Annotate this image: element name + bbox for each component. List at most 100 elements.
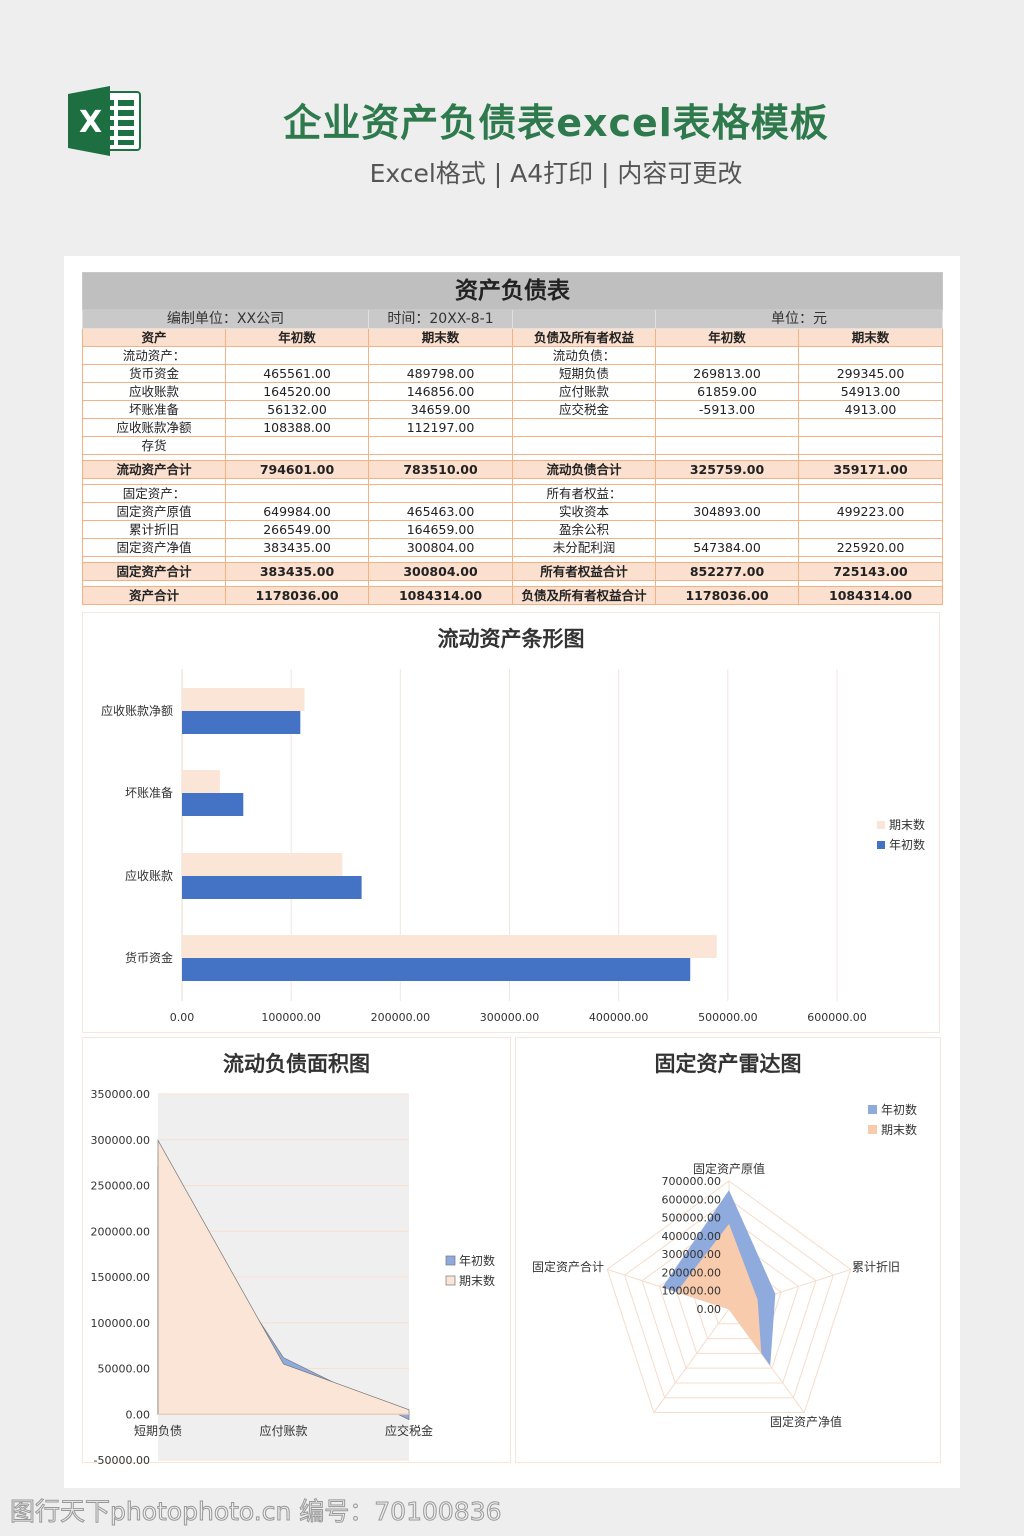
value-cell[interactable]: 299345.00 <box>797 364 944 383</box>
total-row: 流动资产合计 794601.00 783510.00 流动负债合计 325759.00 3… <box>82 460 944 479</box>
company-label: 编制单位：XX公司 <box>82 309 369 329</box>
table-row: 应收账款 164520.00 146856.00 应付账款 61859.00 54913.… <box>82 382 944 401</box>
row-label[interactable]: 负债及所有者权益合计 <box>512 586 656 605</box>
table-row: 累计折旧 266549.00 164659.00 盈余公积 <box>82 520 944 539</box>
value-cell[interactable]: 164520.00 <box>225 382 369 401</box>
bar-end <box>182 770 220 793</box>
value-cell[interactable] <box>797 346 944 365</box>
value-cell[interactable]: 465463.00 <box>368 502 513 521</box>
row-label[interactable]: 流动资产合计 <box>82 460 226 479</box>
value-cell[interactable] <box>225 436 369 455</box>
value-cell[interactable]: 56132.00 <box>225 400 369 419</box>
value-cell[interactable]: 266549.00 <box>225 520 369 539</box>
row-label[interactable]: 固定资产净值 <box>82 538 226 557</box>
row-label[interactable]: 坏账准备 <box>82 400 226 419</box>
value-cell[interactable] <box>368 484 513 503</box>
row-label[interactable] <box>512 436 656 455</box>
value-cell[interactable] <box>655 520 799 539</box>
value-cell[interactable]: 465561.00 <box>225 364 369 383</box>
value-cell[interactable]: 54913.00 <box>797 382 944 401</box>
row-label[interactable]: 固定资产合计 <box>82 562 226 581</box>
value-cell[interactable] <box>797 436 944 455</box>
value-cell[interactable] <box>655 484 799 503</box>
value-cell[interactable]: 1178036.00 <box>225 586 369 605</box>
value-cell[interactable]: 725143.00 <box>797 562 944 581</box>
row-label[interactable]: 流动负债： <box>512 346 656 365</box>
row-label[interactable]: 流动负债合计 <box>512 460 656 479</box>
axis-label: 累计折旧 <box>852 1259 900 1274</box>
row-label[interactable]: 固定资产原值 <box>82 502 226 521</box>
value-cell[interactable] <box>368 346 513 365</box>
value-cell[interactable]: 547384.00 <box>655 538 799 557</box>
value-cell[interactable]: 164659.00 <box>368 520 513 539</box>
legend-label: 年初数 <box>889 837 925 852</box>
table-row: 货币资金 465561.00 489798.00 短期负债 269813.00 29934… <box>82 364 944 383</box>
radar-chart-panel: 固定资产雷达图 0.00 100000.00 200000.00 300000.00 4… <box>515 1037 941 1463</box>
row-label[interactable]: 货币资金 <box>82 364 226 383</box>
value-cell[interactable] <box>655 346 799 365</box>
value-cell[interactable]: 300804.00 <box>368 562 513 581</box>
value-cell[interactable]: 383435.00 <box>225 538 369 557</box>
radar-spoke <box>653 1308 730 1413</box>
row-label[interactable]: 应交税金 <box>512 400 656 419</box>
y-tick-label: 100000.00 <box>91 1317 151 1330</box>
row-label[interactable]: 固定资产： <box>82 484 226 503</box>
value-cell[interactable] <box>225 346 369 365</box>
row-label[interactable]: 应收账款净额 <box>82 418 226 437</box>
value-cell[interactable]: 146856.00 <box>368 382 513 401</box>
value-cell[interactable]: 108388.00 <box>225 418 369 437</box>
value-cell[interactable]: 300804.00 <box>368 538 513 557</box>
value-cell[interactable]: 359171.00 <box>797 460 944 479</box>
value-cell[interactable]: 783510.00 <box>368 460 513 479</box>
value-cell[interactable]: 225920.00 <box>797 538 944 557</box>
value-cell[interactable]: 112197.00 <box>368 418 513 437</box>
row-label[interactable]: 资产合计 <box>82 586 226 605</box>
table-row: 应收账款净额 108388.00 112197.00 <box>82 418 944 437</box>
value-cell[interactable]: 1084314.00 <box>797 586 944 605</box>
row-label[interactable]: 应付账款 <box>512 382 656 401</box>
category-label: 应收账款净额 <box>101 703 173 718</box>
bar-begin <box>182 711 301 734</box>
sheet-title: 资产负债表 <box>81 272 944 310</box>
value-cell[interactable]: 34659.00 <box>368 400 513 419</box>
value-cell[interactable] <box>655 418 799 437</box>
value-cell[interactable]: 383435.00 <box>225 562 369 581</box>
x-tick-label: 600000.00 <box>807 1011 867 1024</box>
value-cell[interactable]: 1178036.00 <box>655 586 799 605</box>
value-cell[interactable]: 325759.00 <box>655 460 799 479</box>
value-cell[interactable]: 649984.00 <box>225 502 369 521</box>
bar-end <box>182 688 305 711</box>
row-label[interactable]: 累计折旧 <box>82 520 226 539</box>
row-label[interactable]: 应收账款 <box>82 382 226 401</box>
value-cell[interactable]: 304893.00 <box>655 502 799 521</box>
value-cell[interactable]: -5913.00 <box>655 400 799 419</box>
row-label[interactable]: 实收资本 <box>512 502 656 521</box>
row-label[interactable] <box>512 418 656 437</box>
column-header: 年初数 <box>655 328 799 347</box>
row-label[interactable]: 流动资产： <box>82 346 226 365</box>
row-label[interactable]: 盈余公积 <box>512 520 656 539</box>
row-label[interactable]: 所有者权益： <box>512 484 656 503</box>
value-cell[interactable] <box>797 418 944 437</box>
value-cell[interactable] <box>368 436 513 455</box>
row-label[interactable]: 短期负债 <box>512 364 656 383</box>
y-tick-label: 150000.00 <box>91 1271 151 1284</box>
y-tick-label: 50000.00 <box>98 1363 151 1376</box>
row-label[interactable]: 存货 <box>82 436 226 455</box>
value-cell[interactable]: 852277.00 <box>655 562 799 581</box>
row-label[interactable]: 未分配利润 <box>512 538 656 557</box>
value-cell[interactable]: 489798.00 <box>368 364 513 383</box>
value-cell[interactable]: 1084314.00 <box>368 586 513 605</box>
axis-label: 固定资产原值 <box>693 1161 765 1176</box>
value-cell[interactable]: 794601.00 <box>225 460 369 479</box>
radial-tick-label: 200000.00 <box>662 1266 722 1279</box>
value-cell[interactable] <box>225 484 369 503</box>
value-cell[interactable]: 499223.00 <box>797 502 944 521</box>
value-cell[interactable]: 4913.00 <box>797 400 944 419</box>
value-cell[interactable] <box>797 484 944 503</box>
row-label[interactable]: 所有者权益合计 <box>512 562 656 581</box>
value-cell[interactable] <box>797 520 944 539</box>
value-cell[interactable]: 61859.00 <box>655 382 799 401</box>
value-cell[interactable]: 269813.00 <box>655 364 799 383</box>
value-cell[interactable] <box>655 436 799 455</box>
